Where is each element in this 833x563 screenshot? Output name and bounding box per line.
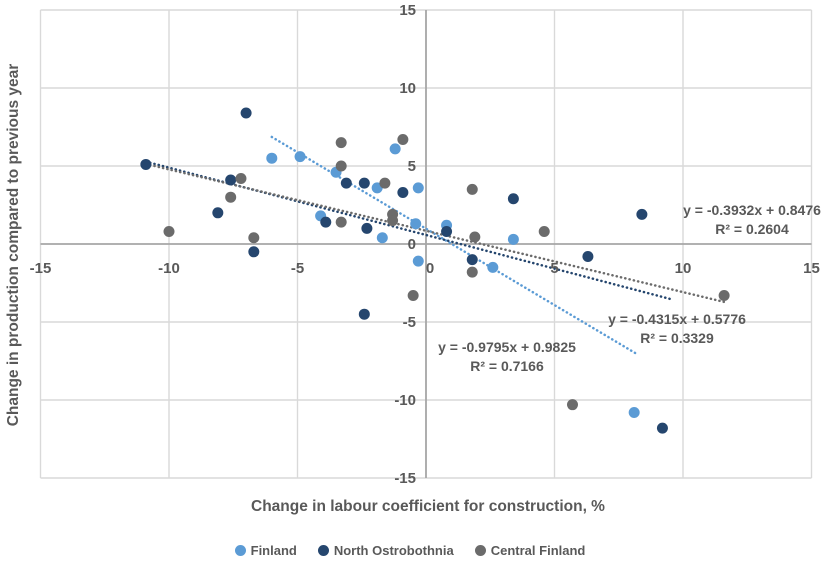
data-point-central-finland [335,137,347,149]
data-point-central-finland [538,226,550,238]
data-point-finland [412,255,424,267]
legend-item-north-ostrobothnia: North Ostrobothnia [317,543,454,558]
y-tick-label: 5 [408,158,416,175]
data-point-north-ostrobothnia [397,187,409,199]
data-point-central-finland [379,177,391,189]
y-tick-label: -10 [394,392,416,409]
data-point-finland [266,152,278,164]
trend-equation-finland: y = -0.9795x + 0.9825 R² = 0.7166 [438,338,576,376]
data-point-north-ostrobothnia [340,177,352,189]
data-point-north-ostrobothnia [361,222,373,234]
data-point-north-ostrobothnia [248,246,260,258]
data-point-central-finland [387,215,399,227]
legend-item-central-finland: Central Finland [474,543,586,558]
y-tick-label: 10 [399,80,416,97]
data-point-finland [376,232,388,244]
data-point-north-ostrobothnia [466,254,478,266]
data-point-central-finland [466,183,478,195]
data-point-north-ostrobothnia [507,193,519,205]
data-point-central-finland [225,191,237,203]
x-axis-title: Change in labour coefficient for constru… [251,498,605,515]
data-point-central-finland [469,231,481,243]
trend-equation-text: y = -0.9795x + 0.9825 [438,339,576,355]
legend-label-central-finland: Central Finland [490,543,586,558]
data-point-north-ostrobothnia [225,174,237,186]
data-point-central-finland [566,399,578,411]
data-point-finland [412,182,424,194]
data-point-north-ostrobothnia [140,158,152,170]
trend-equation-text: y = -0.3932x + 0.8476 [683,202,821,218]
data-point-central-finland [335,160,347,172]
legend-label-north-ostrobothnia: North Ostrobothnia [333,543,454,558]
trend-r2-text: R² = 0.7166 [470,358,544,374]
data-point-finland [487,261,499,273]
trendline-central-finland [144,162,728,304]
x-tick-label: 10 [675,260,692,277]
legend: Finland North Ostrobothnia Central Finla… [0,543,820,558]
y-tick-label: -15 [394,470,416,487]
data-point-central-finland [248,232,260,244]
legend-label-finland: Finland [250,543,297,558]
data-point-central-finland [335,216,347,228]
x-tick-label: -15 [30,260,52,277]
data-point-north-ostrobothnia [441,226,453,238]
data-point-central-finland [235,172,247,184]
trendline-north-ostrobothnia [144,160,672,301]
x-tick-label: 15 [803,260,820,277]
data-point-finland [410,218,422,230]
data-point-central-finland [397,133,409,145]
trend-r2-text: R² = 0.3329 [640,330,714,346]
y-axis-title: Change in production compared to previou… [5,63,22,427]
data-point-finland [628,406,640,418]
data-point-central-finland [466,266,478,278]
data-point-north-ostrobothnia [358,177,370,189]
trend-equation-north-ostrobothnia: y = -0.4315x + 0.5776 R² = 0.3329 [608,310,746,348]
data-point-finland [294,151,306,163]
legend-marker-finland-icon [234,545,246,556]
y-tick-label: 15 [399,2,416,19]
data-point-central-finland [407,289,419,301]
legend-marker-north-ostrobothnia-icon [317,545,329,556]
data-point-north-ostrobothnia [656,422,668,434]
trend-equation-central-finland: y = -0.3932x + 0.8476 R² = 0.2604 [683,201,821,239]
x-tick-label: -5 [291,260,304,277]
data-point-central-finland [718,289,730,301]
data-point-north-ostrobothnia [358,308,370,320]
x-tick-label: 5 [550,260,558,277]
y-tick-label: -5 [403,314,416,331]
data-point-central-finland [163,226,175,238]
x-tick-label: -10 [158,260,180,277]
data-point-finland [389,143,401,155]
x-tick-label: 0 [426,260,434,277]
data-point-north-ostrobothnia [212,207,224,219]
legend-item-finland: Finland [234,543,297,558]
trend-r2-text: R² = 0.2604 [715,221,789,237]
y-tick-label: 0 [408,236,416,253]
data-point-finland [507,233,519,245]
trend-equation-text: y = -0.4315x + 0.5776 [608,311,746,327]
data-point-north-ostrobothnia [240,107,252,119]
data-point-north-ostrobothnia [320,216,332,228]
legend-marker-central-finland-icon [474,545,486,556]
data-point-north-ostrobothnia [582,250,594,262]
data-point-north-ostrobothnia [636,208,648,220]
